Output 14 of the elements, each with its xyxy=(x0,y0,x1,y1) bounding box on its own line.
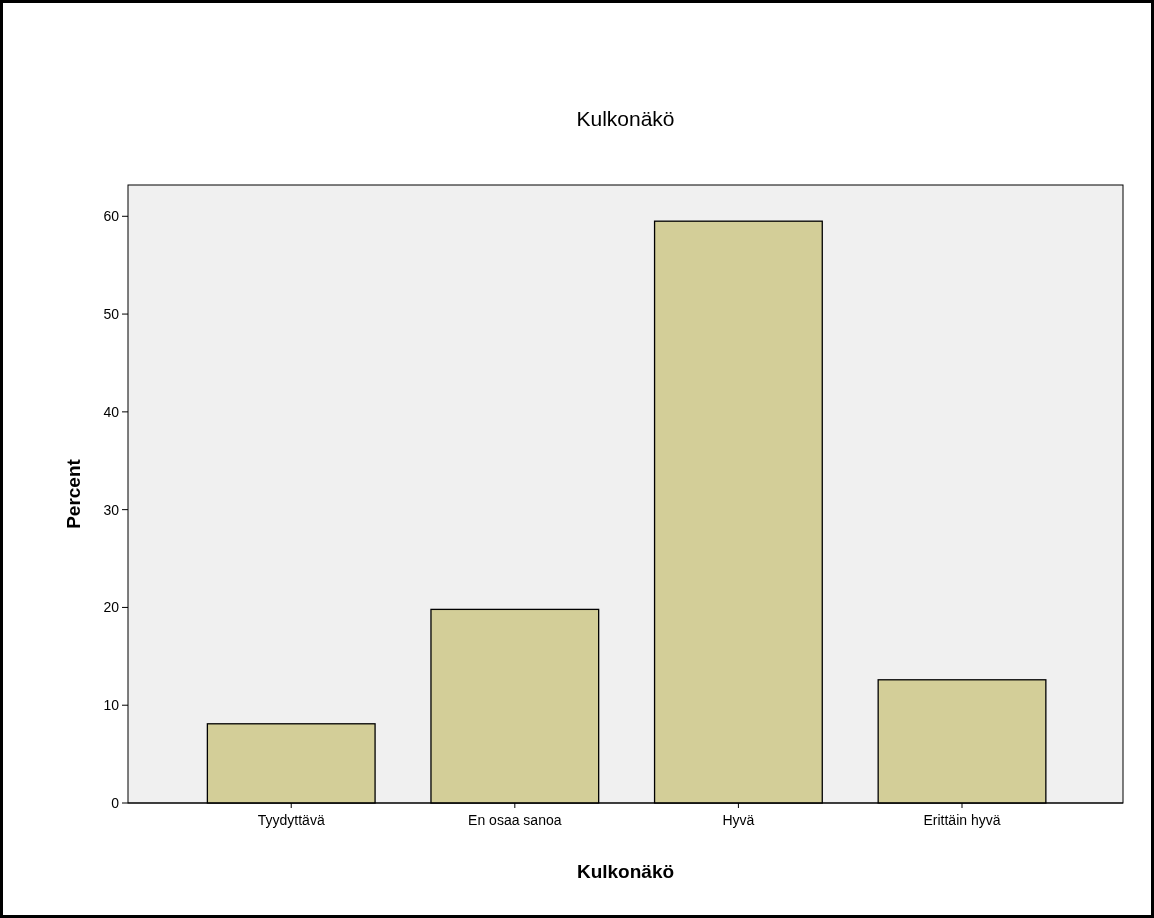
x-tick-label: Erittäin hyvä xyxy=(923,812,1001,828)
y-tick-label: 10 xyxy=(103,697,120,714)
chart-title: Kulkonäkö xyxy=(576,107,675,130)
y-tick-label: 0 xyxy=(111,794,120,811)
y-tick-label: 40 xyxy=(103,403,120,420)
y-tick-label: 60 xyxy=(103,208,120,225)
y-tick-label: 20 xyxy=(103,599,120,616)
y-tick-label: 50 xyxy=(103,305,120,322)
y-tick-label: 30 xyxy=(103,501,120,518)
x-tick-label: En osaa sanoa xyxy=(468,812,562,828)
x-axis-title: Kulkonäkö xyxy=(576,861,675,882)
x-tick-label: Hyvä xyxy=(722,812,755,828)
y-axis-title: Percent xyxy=(63,458,84,529)
x-tick-label: Tyydyttävä xyxy=(257,812,325,828)
